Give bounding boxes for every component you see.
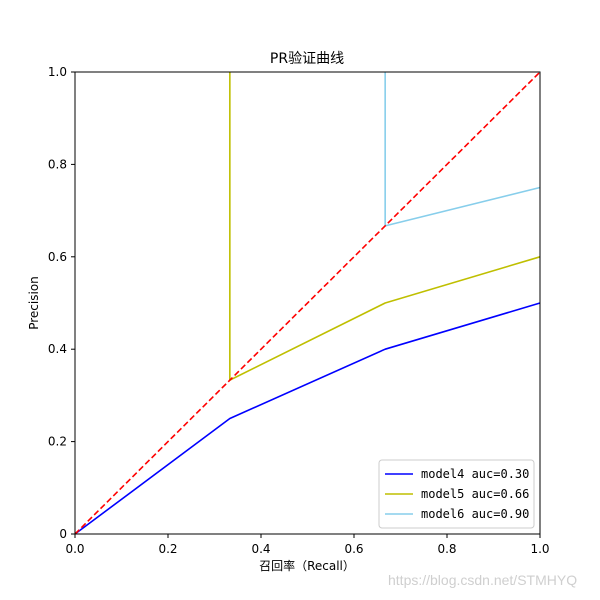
y-tick-label: 0.2 <box>48 435 67 449</box>
y-axis-label: Precision <box>27 276 41 330</box>
legend-label: model4 auc=0.30 <box>421 467 529 481</box>
y-tick-label: 1.0 <box>48 65 67 79</box>
legend-label: model5 auc=0.66 <box>421 487 529 501</box>
legend-box <box>378 459 535 529</box>
x-tick-label: 0.0 <box>65 542 84 556</box>
series-line-1 <box>74 302 541 535</box>
legend: model4 auc=0.30 model5 auc=0.66 model6 auc… <box>378 459 535 529</box>
plot-frame <box>74 71 541 535</box>
y-tick-label: 0.8 <box>48 157 67 171</box>
x-tick-label: 0.8 <box>437 542 456 556</box>
diagonal-reference-line <box>74 71 541 535</box>
series-line-2 <box>229 72 541 381</box>
y-axis-ticks: 0 0.2 0.4 0.6 0.8 1.0 <box>48 65 75 541</box>
x-axis-label: 召回率（Recall） <box>259 558 355 573</box>
series-layer <box>74 71 541 535</box>
chart-title: PR验证曲线 <box>270 51 344 67</box>
x-tick-label: 0.6 <box>344 542 363 556</box>
x-axis-ticks: 0.0 0.2 0.4 0.6 0.8 1.0 <box>65 534 550 556</box>
x-tick-label: 0.4 <box>251 542 270 556</box>
y-tick-label: 0.6 <box>48 250 67 264</box>
y-tick-label: 0 <box>59 527 67 541</box>
watermark: https://blog.csdn.net/STMHYQ <box>388 572 577 588</box>
x-tick-label: 1.0 <box>530 542 549 556</box>
legend-label: model6 auc=0.90 <box>421 507 529 521</box>
y-tick-label: 0.4 <box>48 342 67 356</box>
x-tick-label: 0.2 <box>158 542 177 556</box>
